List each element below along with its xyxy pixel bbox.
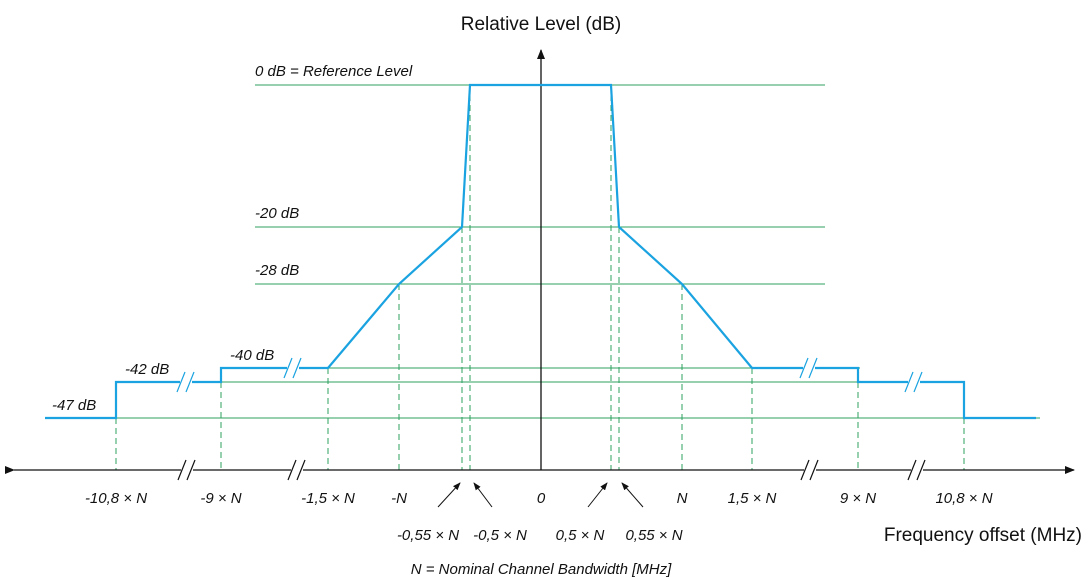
tick-label-minus-1-5n: -1,5 × N <box>301 490 355 507</box>
level-label-minus40db: -40 dB <box>230 347 274 364</box>
level-label-minus28db: -28 dB <box>255 262 299 279</box>
tick-label-zero: 0 <box>537 490 546 507</box>
spectrum-mask-line <box>45 83 1036 420</box>
footnote: N = Nominal Channel Bandwidth [MHz] <box>411 561 672 578</box>
tick-label-minus-n: -N <box>391 490 407 507</box>
level-label-0db: 0 dB = Reference Level <box>255 63 413 80</box>
x-axis-break-marks <box>177 459 926 481</box>
frequency-reference-lines <box>115 85 965 470</box>
arrow-minus-0-5n <box>473 482 493 508</box>
mask-break-marks <box>176 357 923 393</box>
level-reference-lines <box>45 84 1040 419</box>
x-axis-title: Frequency offset (MHz) <box>884 525 1082 546</box>
level-label-minus20db: -20 dB <box>255 205 299 222</box>
tick-label-minus-9n: -9 × N <box>200 490 241 507</box>
arrow-plus-0-55n <box>621 482 644 508</box>
level-label-minus47db: -47 dB <box>52 397 96 414</box>
y-axis-title: Relative Level (dB) <box>461 14 622 35</box>
tick-pointer-arrows <box>437 482 644 508</box>
tick-label-minus-0-55n: -0,55 × N <box>397 527 459 544</box>
tick-label-minus-10-8n: -10,8 × N <box>85 490 147 507</box>
level-label-minus42db: -42 dB <box>125 361 169 378</box>
tick-label-plus-0-55n: 0,55 × N <box>625 527 682 544</box>
tick-label-plus-9n: 9 × N <box>840 490 876 507</box>
arrow-minus-0-55n <box>437 482 461 508</box>
tick-label-plus-n: N <box>677 490 688 507</box>
tick-label-plus-1-5n: 1,5 × N <box>728 490 777 507</box>
tick-label-minus-0-5n: -0,5 × N <box>473 527 527 544</box>
arrow-plus-0-5n <box>587 482 608 508</box>
tick-label-plus-0-5n: 0,5 × N <box>556 527 605 544</box>
tick-label-plus-10-8n: 10,8 × N <box>935 490 992 507</box>
